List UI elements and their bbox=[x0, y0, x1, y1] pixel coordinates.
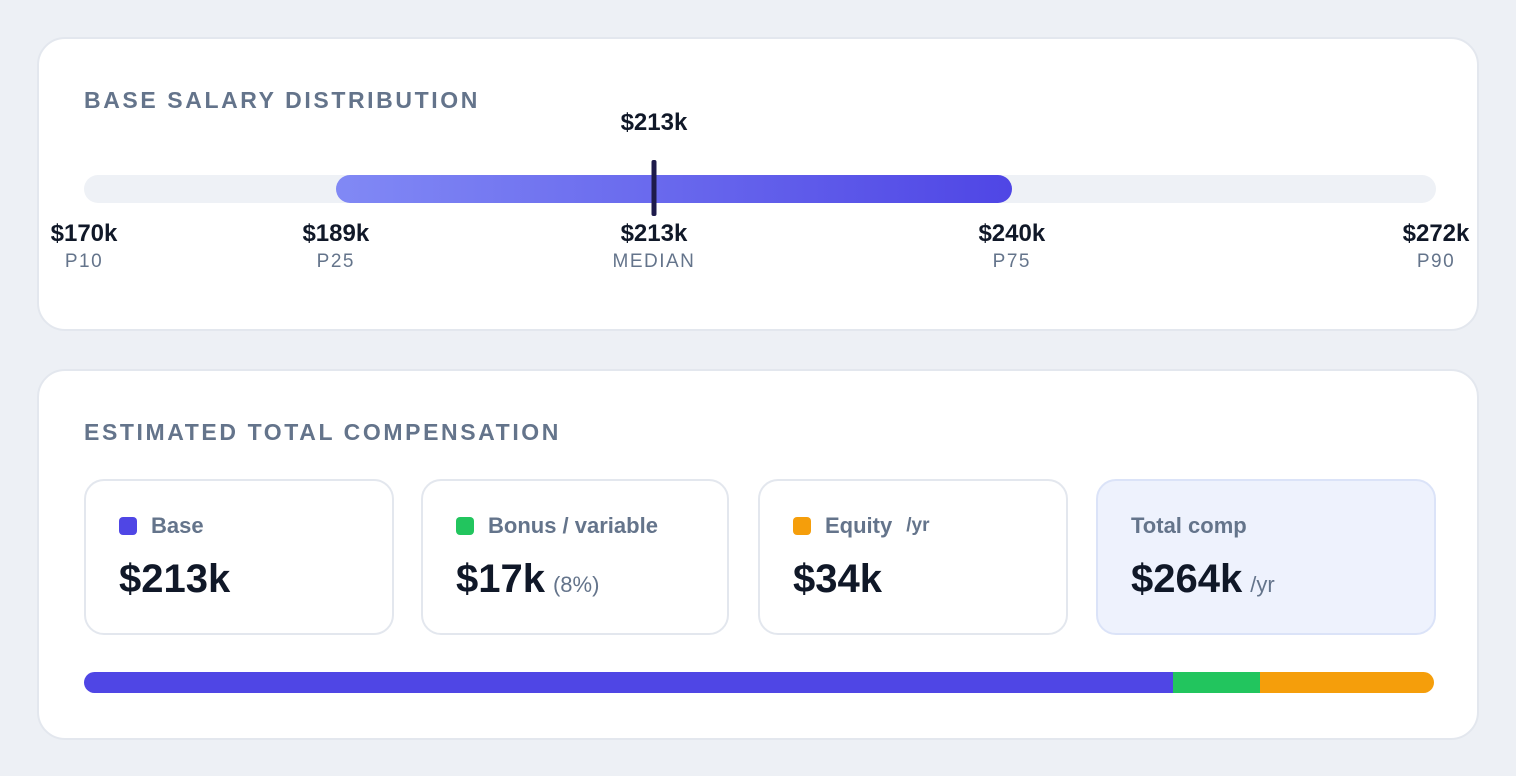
bonus-label: Bonus / variable bbox=[488, 513, 658, 538]
interquartile-range-bar bbox=[335, 175, 1012, 203]
breakdown-segment-equity bbox=[1260, 672, 1434, 693]
percentile-value: $213k bbox=[620, 220, 688, 247]
percentile-label: P25 bbox=[316, 251, 355, 272]
total-comp-label: Total comp bbox=[1131, 513, 1247, 538]
percentile-p25: $189k P25 bbox=[302, 219, 369, 275]
breakdown-segment-bonus bbox=[1173, 672, 1261, 693]
percentile-value: $170k bbox=[50, 220, 118, 247]
median-marker bbox=[651, 160, 657, 216]
base-color-swatch bbox=[119, 517, 137, 535]
percentile-p90: $272k P90 bbox=[1403, 219, 1470, 275]
bonus-value: $17k bbox=[456, 557, 545, 601]
percentile-p75: $240k P75 bbox=[978, 219, 1045, 275]
bonus-tile: Bonus / variable $17k (8%) bbox=[421, 479, 729, 635]
percentile-value: $272k bbox=[1402, 220, 1470, 247]
total-comp-tile: Total comp $264k /yr bbox=[1096, 479, 1436, 635]
percentile-value: $240k bbox=[978, 220, 1046, 247]
equity-tile-label-row: Equity /yr bbox=[793, 513, 929, 539]
bonus-percent: (8%) bbox=[552, 572, 600, 597]
equity-tile: Equity /yr $34k bbox=[758, 479, 1068, 635]
total-compensation-card: ESTIMATED TOTAL COMPENSATION Base $213k … bbox=[37, 369, 1479, 740]
equity-label: Equity bbox=[825, 513, 893, 538]
percentile-label: P75 bbox=[992, 251, 1031, 272]
compensation-title: ESTIMATED TOTAL COMPENSATION bbox=[84, 419, 562, 445]
total-tile-label-row: Total comp bbox=[1131, 513, 1247, 539]
base-label: Base bbox=[151, 513, 204, 538]
bonus-tile-label-row: Bonus / variable bbox=[456, 513, 658, 539]
equity-unit: /yr bbox=[906, 515, 930, 536]
distribution-track bbox=[84, 160, 1436, 216]
total-value-row: $264k /yr bbox=[1131, 557, 1275, 602]
total-comp-unit: /yr bbox=[1250, 572, 1275, 597]
base-tile: Base $213k bbox=[84, 479, 394, 635]
breakdown-segment-base bbox=[84, 672, 1174, 693]
base-value-row: $213k bbox=[119, 557, 230, 602]
bonus-color-swatch bbox=[456, 517, 474, 535]
percentile-median: $213k MEDIAN bbox=[613, 219, 696, 275]
percentile-p10: $170k P10 bbox=[51, 219, 118, 275]
bonus-value-row: $17k (8%) bbox=[456, 557, 599, 602]
base-tile-label-row: Base bbox=[119, 513, 204, 539]
equity-color-swatch bbox=[793, 517, 811, 535]
base-value: $213k bbox=[119, 557, 231, 601]
percentile-label: P90 bbox=[1416, 251, 1456, 272]
percentile-label: P10 bbox=[64, 251, 104, 272]
distribution-title: BASE SALARY DISTRIBUTION bbox=[84, 87, 480, 113]
equity-value-row: $34k bbox=[793, 557, 882, 602]
total-comp-value: $264k bbox=[1131, 557, 1243, 601]
percentile-value: $189k bbox=[302, 220, 370, 247]
compensation-breakdown-bar bbox=[84, 672, 1434, 693]
salary-distribution-card: BASE SALARY DISTRIBUTION $213k $170k P10… bbox=[37, 37, 1479, 331]
median-callout: $213k bbox=[620, 109, 688, 136]
percentile-label: MEDIAN bbox=[612, 251, 696, 272]
equity-value: $34k bbox=[793, 557, 882, 601]
